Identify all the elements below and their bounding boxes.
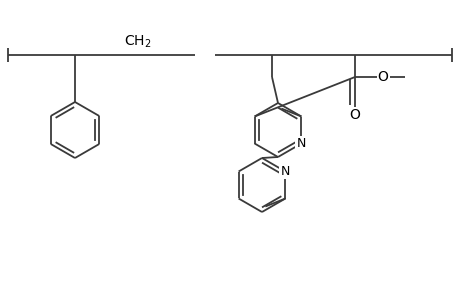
Text: N: N [296,137,305,150]
Text: CH$_2$: CH$_2$ [124,34,151,50]
Text: O: O [349,108,360,122]
Text: O: O [377,70,387,84]
Text: N: N [280,165,290,178]
